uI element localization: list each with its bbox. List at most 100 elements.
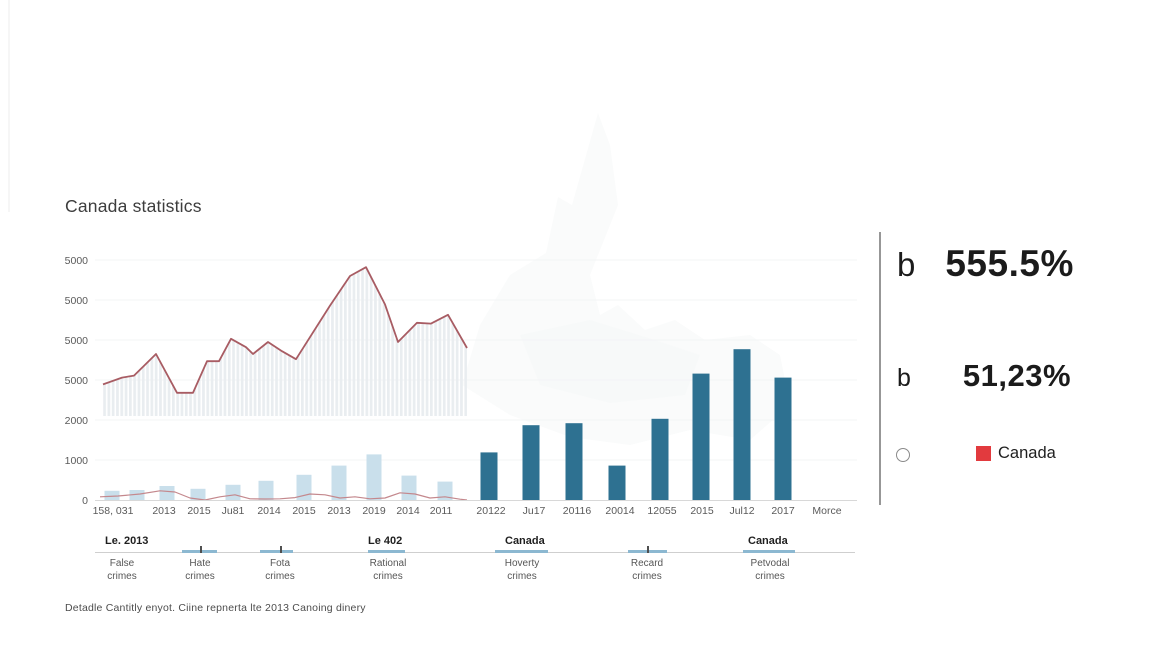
x-axis-label: 2013	[327, 505, 351, 517]
x-axis-label: 20122	[476, 505, 505, 517]
nav-item-label: Fota	[269, 558, 291, 569]
legend-item-canada[interactable]: Canada	[976, 444, 1056, 463]
nav-item-petvodal[interactable]: Petvodal crimes	[751, 558, 790, 583]
x-axis-label: 20116	[563, 505, 592, 517]
legend-radio-icon[interactable]	[896, 448, 910, 462]
footnote: Detadle Cantitly enyot. Ciine repnerta l…	[65, 602, 366, 614]
y-axis-label: 5000	[65, 295, 89, 307]
x-axis-label: Morce	[812, 505, 841, 517]
nav-item-label: Hate	[189, 558, 211, 569]
y-axis-label: 2000	[65, 415, 89, 427]
nav-item-fota[interactable]: Fota crimes	[265, 558, 294, 583]
nav-underline-segment	[495, 550, 548, 553]
nav-item-sublabel: crimes	[373, 570, 403, 582]
light-bar	[296, 474, 312, 500]
nav-item-hate[interactable]: Hate crimes	[185, 558, 214, 583]
light-bar	[366, 454, 382, 500]
nav-item-recard[interactable]: Recard crimes	[631, 558, 663, 583]
nav-group-header: Canada	[748, 535, 788, 547]
light-bar	[159, 486, 175, 500]
stat-primary-prefix: b	[897, 246, 916, 283]
nav-item-label: False	[109, 558, 135, 569]
trend-line	[102, 266, 468, 394]
y-axis-label: 5000	[65, 375, 89, 387]
nav-item-false[interactable]: False crimes	[107, 558, 136, 583]
light-bar	[190, 488, 206, 500]
y-axis-label: 1000	[65, 455, 89, 467]
x-axis-label: 2017	[771, 505, 795, 517]
nav-item-rational[interactable]: Rational crimes	[370, 558, 407, 583]
nav-tick	[280, 546, 282, 553]
baseline-trend-line	[99, 490, 468, 501]
nav-item-sublabel: crimes	[755, 570, 785, 582]
y-axis-label: 0	[82, 495, 88, 507]
nav-group-header: Canada	[505, 535, 545, 547]
x-axis-label: 2015	[292, 505, 316, 517]
nav-underline-segment	[260, 550, 293, 553]
nav-item-hoverty[interactable]: Hoverty crimes	[505, 558, 539, 583]
nav-item-label: Petvodal	[750, 558, 790, 569]
light-bar	[331, 465, 347, 500]
x-axis-label: Ju17	[523, 505, 546, 517]
y-axis-label: 5000	[65, 255, 89, 267]
light-bar	[104, 490, 120, 500]
teal-bar	[733, 349, 751, 500]
light-bar	[129, 490, 145, 500]
x-axis-label: 2014	[396, 505, 420, 517]
canada-map-watermark	[462, 113, 790, 445]
x-axis-label: 2014	[257, 505, 281, 517]
legend-color-swatch	[976, 446, 991, 461]
stat-secondary: b 51,23%	[897, 358, 1071, 394]
teal-bar	[480, 452, 498, 500]
teal-bar	[565, 423, 583, 500]
striped-area	[103, 267, 467, 416]
y-axis-label: 5000	[65, 335, 89, 347]
x-axis-label: Ju81	[222, 505, 245, 517]
x-axis-label: 2019	[362, 505, 386, 517]
nav-underline-segment	[368, 550, 405, 553]
x-axis-label: 2013	[152, 505, 176, 517]
nav-underline-segment	[743, 550, 795, 553]
stat-secondary-value: 51,23%	[962, 358, 1072, 393]
panel-divider	[879, 232, 881, 505]
legend-label: Canada	[998, 444, 1056, 462]
nav-tick	[200, 546, 202, 553]
nav-item-label: Recard	[630, 558, 664, 569]
x-axis-label: 158, 031	[93, 505, 134, 517]
nav-item-sublabel: crimes	[107, 570, 137, 582]
x-axis-label: 20014	[605, 505, 634, 517]
nav-group-header: Le. 2013	[105, 535, 149, 547]
teal-bar	[522, 425, 540, 500]
nav-axis-line	[95, 552, 855, 553]
nav-item-label: Hoverty	[504, 558, 540, 569]
teal-bar	[774, 377, 792, 500]
x-axis-label: 2015	[690, 505, 714, 517]
stat-primary: b 555.5%	[897, 243, 1074, 285]
nav-group-header: Le 402	[368, 535, 403, 547]
nav-item-sublabel: crimes	[632, 570, 662, 582]
nav-tick	[647, 546, 649, 553]
teal-bar	[651, 418, 669, 500]
nav-item-label: Rational	[369, 558, 407, 569]
x-axis-label: Jul12	[729, 505, 754, 517]
nav-item-sublabel: crimes	[507, 570, 537, 582]
x-axis-label: 12055	[647, 505, 676, 517]
left-edge-line	[8, 0, 10, 212]
page-title: Canada statistics	[65, 196, 202, 216]
teal-bar	[692, 373, 710, 500]
teal-bar	[608, 465, 626, 500]
nav-item-sublabel: crimes	[185, 570, 215, 582]
x-axis-label: 2011	[430, 505, 453, 517]
light-bar	[225, 484, 241, 500]
light-bar	[437, 481, 453, 500]
light-bar	[258, 480, 274, 500]
nav-item-sublabel: crimes	[265, 570, 295, 582]
stat-secondary-prefix: b	[897, 364, 911, 392]
x-axis-label: 2015	[187, 505, 211, 517]
light-bar	[401, 475, 417, 500]
nav-underline-segment	[182, 550, 217, 553]
stat-primary-value: 555.5%	[945, 243, 1074, 284]
